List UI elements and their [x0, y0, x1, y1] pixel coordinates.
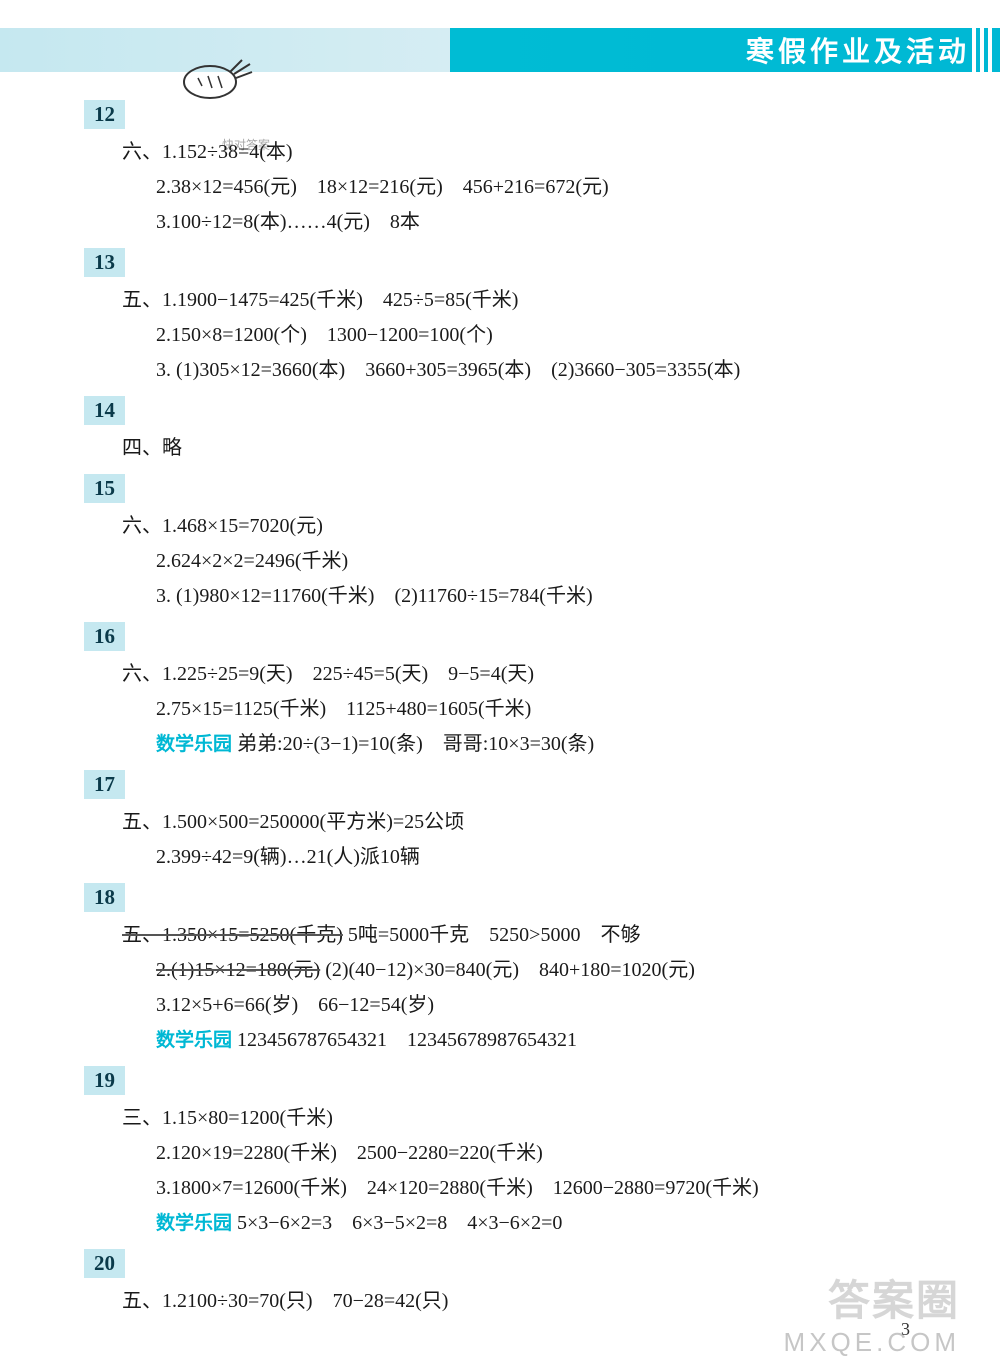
section-17: 17 五、1.500×500=250000(平方米)=25公顷 2.399÷42… — [92, 770, 960, 875]
s18-l3: 3.12×5+6=66(岁) 66−12=54(岁) — [156, 988, 960, 1023]
header-bar: 寒假作业及活动 — [0, 28, 1000, 72]
watermark-url: MXQE.COM — [784, 1327, 960, 1358]
content: 12 六、1.152÷38=4(本) 2.38×12=456(元) 18×12=… — [92, 100, 960, 1327]
section-16: 16 六、1.225÷25=9(天) 225÷45=5(天) 9−5=4(天) … — [92, 622, 960, 762]
qnum-13: 13 — [84, 248, 125, 277]
qnum-16: 16 — [84, 622, 125, 651]
s13-l2: 2.150×8=1200(个) 1300−1200=100(个) — [156, 318, 960, 353]
s12-l1: 六、1.152÷38=4(本) — [122, 135, 960, 170]
s18-l2b: (2)(40−12)×30=840(元) 840+180=1020(元) — [325, 959, 695, 981]
s18-l1b: 5吨=5000千克 5250>5000 不够 — [348, 924, 641, 946]
section-14: 14 四、略 — [92, 396, 960, 466]
s17-l2: 2.399÷42=9(辆)…21(人)派10辆 — [156, 840, 960, 875]
s19-l2: 2.120×19=2280(千米) 2500−2280=220(千米) — [156, 1136, 960, 1171]
carrot-icon — [180, 50, 260, 106]
qnum-18: 18 — [84, 883, 125, 912]
s14-l1: 四、略 — [122, 431, 960, 466]
s18-l4t: 123456787654321 12345678987654321 — [237, 1029, 577, 1051]
s16-label: 数学乐园 — [156, 734, 232, 755]
qnum-14: 14 — [84, 396, 125, 425]
s18-l1a: 五、1.350×15=5250(千克) — [122, 924, 343, 946]
qnum-12: 12 — [84, 100, 125, 129]
qnum-19: 19 — [84, 1066, 125, 1095]
s16-l2: 2.75×15=1125(千米) 1125+480=1605(千米) — [156, 692, 960, 727]
s18-l2a: 2.(1)15×12=180(元) — [156, 959, 320, 981]
qnum-20: 20 — [84, 1249, 125, 1278]
header-stripes — [972, 28, 992, 72]
s18-l1: 五、1.350×15=5250(千克) 5吨=5000千克 5250>5000 … — [122, 918, 960, 953]
section-13: 13 五、1.1900−1475=425(千米) 425÷5=85(千米) 2.… — [92, 248, 960, 388]
section-18: 18 五、1.350×15=5250(千克) 5吨=5000千克 5250>50… — [92, 883, 960, 1058]
s13-l3: 3. (1)305×12=3660(本) 3660+305=3965(本) (2… — [156, 353, 960, 388]
header-title: 寒假作业及活动 — [746, 30, 970, 70]
s16-l1: 六、1.225÷25=9(天) 225÷45=5(天) 9−5=4(天) — [122, 657, 960, 692]
s15-l1: 六、1.468×15=7020(元) — [122, 509, 960, 544]
s16-l3: 数学乐园 弟弟:20÷(3−1)=10(条) 哥哥:10×3=30(条) — [156, 727, 960, 762]
s19-l3: 3.1800×7=12600(千米) 24×120=2880(千米) 12600… — [156, 1171, 960, 1206]
s15-l3: 3. (1)980×12=11760(千米) (2)11760÷15=784(千… — [156, 579, 960, 614]
section-12: 12 六、1.152÷38=4(本) 2.38×12=456(元) 18×12=… — [92, 100, 960, 240]
section-19: 19 三、1.15×80=1200(千米) 2.120×19=2280(千米) … — [92, 1066, 960, 1241]
s18-l4: 数学乐园 123456787654321 12345678987654321 — [156, 1023, 960, 1058]
s18-label: 数学乐园 — [156, 1030, 232, 1051]
s19-l1: 三、1.15×80=1200(千米) — [122, 1101, 960, 1136]
qnum-15: 15 — [84, 474, 125, 503]
s13-l1: 五、1.1900−1475=425(千米) 425÷5=85(千米) — [122, 283, 960, 318]
s12-l3: 3.100÷12=8(本)……4(元) 8本 — [156, 205, 960, 240]
s19-l4t: 5×3−6×2=3 6×3−5×2=8 4×3−6×2=0 — [237, 1212, 562, 1234]
s17-l1: 五、1.500×500=250000(平方米)=25公顷 — [122, 805, 960, 840]
s15-l2: 2.624×2×2=2496(千米) — [156, 544, 960, 579]
watermark-main: 答案圈 — [828, 1267, 960, 1328]
s19-label: 数学乐园 — [156, 1213, 232, 1234]
qnum-17: 17 — [84, 770, 125, 799]
s16-l3t: 弟弟:20÷(3−1)=10(条) 哥哥:10×3=30(条) — [237, 733, 594, 755]
s18-l2: 2.(1)15×12=180(元) (2)(40−12)×30=840(元) 8… — [156, 953, 960, 988]
s19-l4: 数学乐园 5×3−6×2=3 6×3−5×2=8 4×3−6×2=0 — [156, 1206, 960, 1241]
section-15: 15 六、1.468×15=7020(元) 2.624×2×2=2496(千米)… — [92, 474, 960, 614]
s12-l2: 2.38×12=456(元) 18×12=216(元) 456+216=672(… — [156, 170, 960, 205]
